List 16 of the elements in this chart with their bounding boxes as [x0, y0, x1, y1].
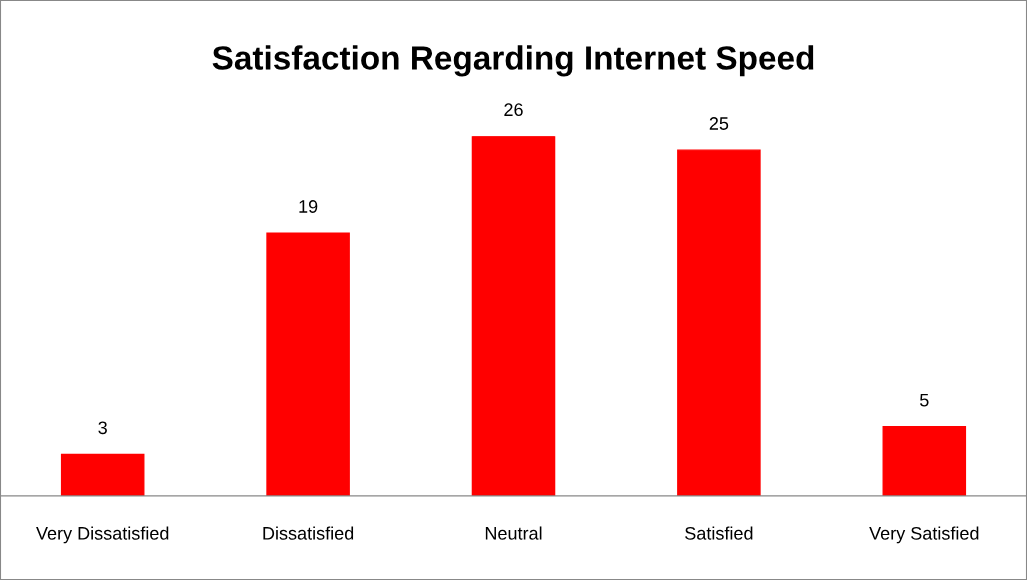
- data-label: 26: [504, 103, 523, 117]
- data-label: 19: [299, 200, 318, 213]
- bar: [266, 232, 350, 496]
- data-label: 5: [920, 393, 929, 407]
- x-tick-label: Very Satisfied: [869, 526, 979, 544]
- data-label: 25: [709, 117, 729, 130]
- x-tick-label: Very Dissatisfied: [36, 526, 169, 544]
- x-tick-label: Dissatisfied: [263, 526, 354, 540]
- bar: [60, 453, 145, 496]
- bar: [677, 149, 761, 496]
- x-tick-label: Neutral: [485, 526, 542, 540]
- bar: [471, 136, 556, 496]
- data-label: 3: [98, 421, 107, 435]
- chart-title: Satisfaction Regarding Internet Speed: [212, 45, 814, 77]
- x-tick-label: Satisfied: [685, 526, 753, 540]
- bar: [882, 426, 967, 496]
